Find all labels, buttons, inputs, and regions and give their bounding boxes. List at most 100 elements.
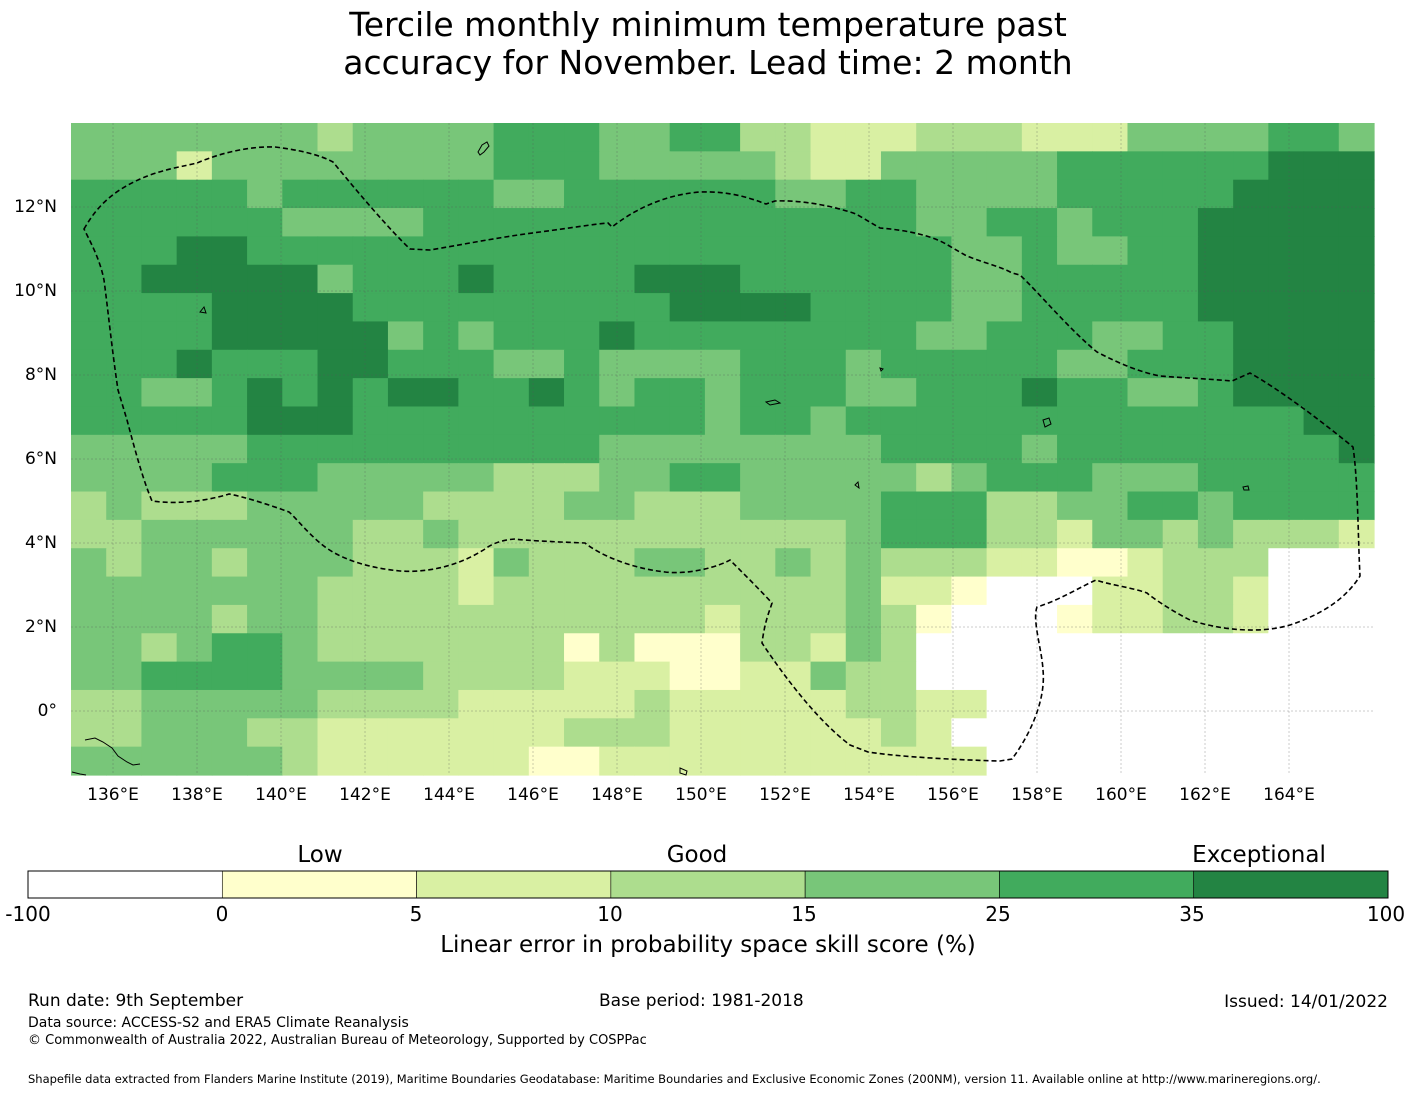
colorbar-frame — [27, 870, 1389, 899]
grid-cell — [458, 633, 495, 663]
grid-cell — [1197, 208, 1234, 237]
grid-cell — [1057, 378, 1093, 408]
grid-cell — [493, 434, 530, 464]
grid-cell — [493, 463, 530, 493]
grid-cell — [916, 123, 953, 152]
grid-cell — [634, 576, 671, 606]
issued-date: Issued: 14/01/2022 — [1224, 992, 1388, 1012]
grid-cell — [564, 661, 600, 691]
grid-cell — [845, 689, 882, 719]
grid-cell — [704, 604, 741, 634]
grid-cell — [1303, 264, 1340, 294]
grid-cell — [1127, 208, 1164, 237]
grid-cell — [141, 293, 178, 323]
grid-cell — [317, 633, 354, 663]
grid-cell — [564, 633, 600, 663]
grid-cell — [141, 179, 178, 209]
lon-tick-label: 150°E — [675, 785, 727, 805]
grid-cell — [176, 208, 213, 237]
grid-cell — [1092, 434, 1129, 464]
title-line-2: accuracy for November. Lead time: 2 mont… — [343, 43, 1073, 82]
grid-cell — [1268, 321, 1305, 351]
grid-cell — [1338, 208, 1375, 237]
grid-cell — [71, 123, 107, 152]
lat-tick-label: 4°N — [24, 533, 57, 553]
grid-cell — [880, 463, 917, 493]
grid-cell — [176, 434, 213, 464]
grid-cell — [528, 604, 565, 634]
grid-cell — [916, 349, 953, 379]
data-source: Data source: ACCESS-S2 and ERA5 Climate … — [28, 1015, 409, 1031]
grid-cell — [1162, 321, 1199, 351]
grid-cell — [845, 378, 882, 408]
grid-cell — [1303, 293, 1340, 323]
grid-cell — [1233, 519, 1269, 549]
grid-cell — [106, 179, 143, 209]
grid-cell — [1268, 179, 1305, 209]
grid-cell — [986, 264, 1023, 294]
grid-cell — [564, 746, 600, 776]
grid-cell — [71, 406, 107, 436]
grid-cell — [775, 208, 812, 237]
grid-cell — [1162, 576, 1199, 606]
grid-cell — [387, 236, 424, 266]
grid-cell — [71, 718, 107, 748]
grid-cell — [493, 208, 530, 237]
grid-cell — [810, 293, 847, 323]
grid-cell — [1021, 123, 1058, 152]
grid-cell — [317, 293, 354, 323]
grid-cell — [951, 264, 988, 294]
grid-cell — [387, 406, 424, 436]
grid-cell — [1092, 236, 1129, 266]
grid-cell — [1338, 548, 1375, 578]
grid-cell — [1338, 151, 1375, 181]
grid-cell — [951, 123, 988, 152]
grid-cell — [1057, 293, 1093, 323]
grid-cell — [1057, 661, 1093, 691]
grid-cell — [247, 264, 283, 294]
grid-cell — [880, 264, 917, 294]
colorbar-category-good: Good — [666, 842, 728, 868]
grid-cell — [1268, 208, 1305, 237]
grid-cell — [317, 179, 354, 209]
grid-cell — [493, 576, 530, 606]
grid-cell — [1268, 491, 1305, 521]
grid-cell — [387, 123, 424, 152]
grid-cell — [352, 123, 389, 152]
grid-cell — [951, 548, 988, 578]
grid-cell — [845, 123, 882, 152]
grid-cell — [1197, 123, 1234, 152]
grid-cell — [423, 179, 459, 209]
grid-cell — [106, 576, 143, 606]
grid-cell — [1057, 236, 1093, 266]
grid-cell — [317, 236, 354, 266]
grid-cell — [1268, 463, 1305, 493]
grid-cell — [1303, 208, 1340, 237]
grid-cell — [1127, 151, 1164, 181]
grid-cell — [704, 208, 741, 237]
grid-cell — [1092, 349, 1129, 379]
grid-cell — [458, 406, 495, 436]
grid-cell — [1162, 208, 1199, 237]
grid-cell — [352, 434, 389, 464]
grid-cell — [1233, 463, 1269, 493]
grid-cell — [71, 151, 107, 181]
grid-cell — [1303, 179, 1340, 209]
colorbar-segment — [804, 870, 1000, 899]
grid-cell — [1162, 264, 1199, 294]
grid-cell — [1057, 519, 1093, 549]
grid-cell — [1338, 236, 1375, 266]
colorbar-tick-label: 10 — [597, 902, 623, 926]
grid-cell — [528, 576, 565, 606]
grid-cell — [810, 746, 847, 776]
grid-cell — [634, 689, 671, 719]
grid-cell — [1092, 718, 1129, 748]
grid-cell — [317, 434, 354, 464]
grid-cell — [141, 604, 178, 634]
grid-cell — [423, 236, 459, 266]
grid-cell — [564, 349, 600, 379]
grid-cell — [176, 519, 213, 549]
grid-cell — [423, 661, 459, 691]
grid-cell — [141, 548, 178, 578]
grid-cell — [423, 406, 459, 436]
